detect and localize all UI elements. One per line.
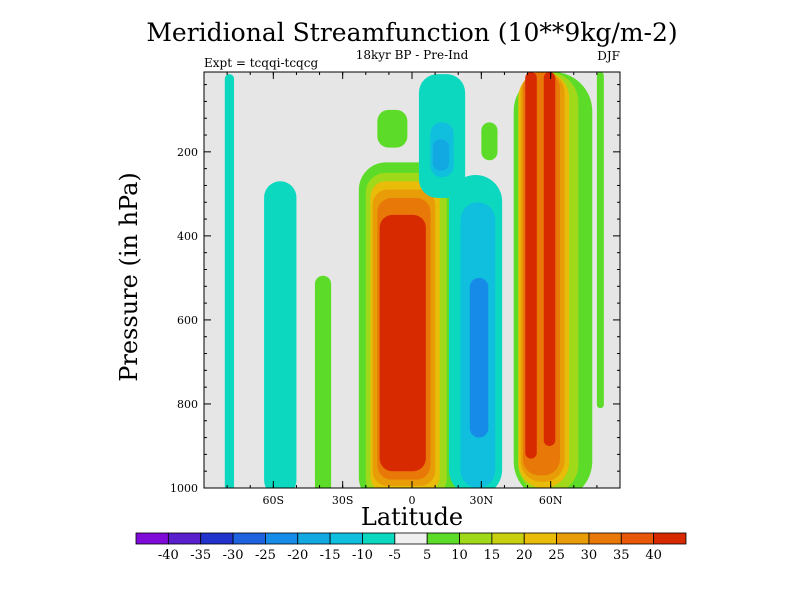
colorbar-swatch bbox=[653, 532, 687, 545]
contour-southern-polar-streak bbox=[224, 74, 235, 488]
chart-subtitle: 18kyr BP - Pre-Ind bbox=[356, 48, 469, 62]
colorbar-label: 5 bbox=[423, 548, 431, 563]
chart-title: Meridional Streamfunction (10**9kg/m-2) bbox=[146, 18, 677, 47]
colorbar-label: 10 bbox=[451, 548, 468, 563]
y-tick-label: 600 bbox=[177, 314, 198, 327]
x-tick-label: 0 bbox=[409, 494, 416, 507]
axis-ticks: 60S 30S 0 30N 60N 200 400 600 800 1000 bbox=[170, 72, 620, 507]
colorbar-label: 25 bbox=[548, 548, 565, 563]
colorbar-label: -30 bbox=[223, 548, 244, 563]
contour-southward-upper-tongue bbox=[377, 109, 408, 148]
x-axis-label: Latitude bbox=[361, 503, 463, 531]
x-tick-label: 30N bbox=[470, 494, 494, 507]
colorbar-swatch bbox=[588, 532, 622, 545]
colorbar-swatch bbox=[135, 532, 169, 545]
colorbar-label: -15 bbox=[320, 548, 341, 563]
y-tick-label: 400 bbox=[177, 230, 198, 243]
colorbar-swatch bbox=[265, 532, 299, 545]
colorbar-label: -20 bbox=[287, 548, 308, 563]
colorbar-label: -35 bbox=[190, 548, 211, 563]
colorbar-label: 20 bbox=[516, 548, 533, 563]
contour-northern-upper-positive bbox=[481, 122, 498, 161]
contour-ferrel-cell-core-right bbox=[543, 72, 556, 446]
colorbar-label: 30 bbox=[581, 548, 598, 563]
colorbar-swatch bbox=[459, 532, 493, 545]
x-tick-label: 60S bbox=[263, 494, 285, 507]
colorbar-swatch bbox=[232, 532, 266, 545]
colorbar-swatch bbox=[167, 532, 202, 545]
x-tick-label: 30S bbox=[332, 494, 354, 507]
colorbar-label: 40 bbox=[645, 548, 662, 563]
colorbar-swatch bbox=[556, 532, 590, 545]
experiment-label: Expt = tcqqi-tcqcg bbox=[204, 56, 318, 70]
colorbar-label: -10 bbox=[352, 548, 373, 563]
colorbar-label: 15 bbox=[484, 548, 501, 563]
y-tick-label: 1000 bbox=[170, 482, 198, 495]
colorbar-swatch bbox=[297, 532, 331, 545]
colorbar-swatch bbox=[362, 532, 396, 545]
colorbar-label: -40 bbox=[158, 548, 179, 563]
contour-southern-midlat-column bbox=[264, 181, 297, 488]
colorbar: -40 -35 -30 -25 -20 -15 -10 -5 5 10 15 20 25 30 35 40 bbox=[135, 532, 687, 563]
x-tick-label: 60N bbox=[539, 494, 563, 507]
colorbar-swatch bbox=[620, 532, 655, 545]
y-axis-label: Pressure (in hPa) bbox=[115, 172, 143, 382]
colorbar-swatch bbox=[329, 532, 363, 545]
colorbar-swatch bbox=[394, 532, 428, 545]
colorbar-swatch bbox=[426, 532, 460, 545]
contour-ferrel-cell-core-left bbox=[525, 72, 537, 459]
colorbar-swatch bbox=[491, 532, 525, 545]
colorbar-swatch bbox=[200, 532, 234, 545]
contour-polar-positive-streak bbox=[596, 72, 604, 409]
contour-subtropical-weak-positive bbox=[314, 275, 332, 488]
colorbar-label: -25 bbox=[255, 548, 276, 563]
colorbar-label: -5 bbox=[388, 548, 401, 563]
contour-northern-subtropical-negative-core bbox=[469, 277, 489, 438]
y-tick-label: 800 bbox=[177, 398, 198, 411]
contour-upper-tropical-negative-center bbox=[432, 139, 449, 171]
y-tick-label: 200 bbox=[177, 146, 198, 159]
colorbar-label: 35 bbox=[613, 548, 630, 563]
season-label: DJF bbox=[597, 49, 620, 63]
colorbar-swatch bbox=[523, 532, 557, 545]
contour-hadley-cell-core bbox=[379, 214, 426, 472]
contour-fields bbox=[224, 72, 604, 488]
